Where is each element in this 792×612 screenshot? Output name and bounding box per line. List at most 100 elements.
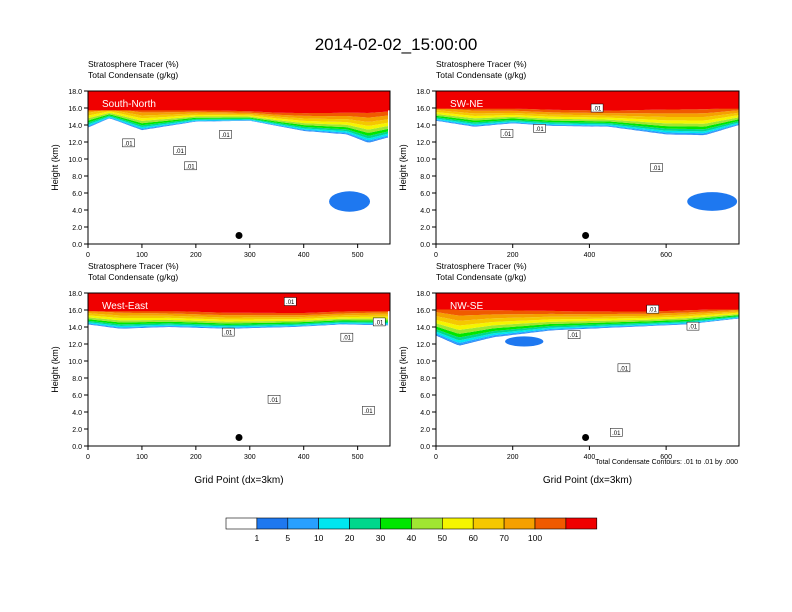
contour-label: .01 [270, 398, 279, 404]
stratosphere-column [292, 91, 296, 111]
stratosphere-column [336, 293, 340, 311]
stratosphere-column [632, 91, 636, 108]
tracer-field [88, 91, 390, 212]
stratosphere-column [484, 293, 488, 306]
stratosphere-column [272, 293, 276, 312]
stratosphere-column [92, 91, 96, 104]
stratosphere-column [264, 91, 268, 111]
field-band [436, 313, 739, 334]
stratosphere-column [720, 293, 724, 308]
x-tick-label: 200 [190, 454, 202, 461]
stratosphere-column [352, 293, 356, 310]
stratosphere-column [352, 91, 356, 110]
stratosphere-column [312, 91, 316, 111]
stratosphere-column [552, 91, 556, 108]
colorbar-label: 10 [314, 533, 324, 543]
field-band [88, 319, 388, 325]
x-tick-label: 600 [660, 454, 672, 461]
stratosphere-column [136, 91, 140, 106]
field-band [88, 102, 388, 114]
field-band [436, 309, 739, 321]
stratosphere-column [732, 91, 736, 106]
panel-3: Stratosphere Tracer (%)Total Condensate … [50, 261, 391, 486]
stratosphere-column [640, 293, 644, 310]
location-marker [582, 434, 590, 441]
stratosphere-column [736, 293, 739, 308]
stratosphere-column [228, 293, 232, 311]
contour-label: .01 [343, 336, 352, 342]
contour-label-box [617, 363, 631, 373]
stratosphere-column [276, 91, 280, 112]
colorbar-cell [441, 517, 474, 530]
stratosphere-column [224, 293, 228, 311]
contour-label: .01 [286, 300, 295, 306]
stratosphere-column [644, 91, 648, 107]
tracer-field [436, 91, 739, 211]
stratosphere-column [384, 293, 388, 309]
x-tick-label: 300 [244, 454, 256, 461]
field-band [436, 118, 739, 134]
stratosphere-column [640, 91, 644, 108]
stratosphere-column [144, 293, 148, 309]
stratosphere-column [604, 293, 608, 310]
stratosphere-column [724, 91, 728, 106]
stratosphere-column [348, 91, 352, 110]
field-band [436, 317, 739, 345]
stratosphere-column [472, 91, 476, 105]
contour-label-box [610, 428, 623, 437]
stratosphere-column [276, 293, 280, 312]
stratosphere-column [124, 91, 128, 106]
stratosphere-column [300, 293, 304, 312]
stratosphere-column [280, 293, 284, 312]
colorbar-cell [225, 517, 258, 530]
stratosphere-column [668, 91, 672, 106]
stratosphere-column [364, 91, 368, 109]
stratosphere-column [312, 293, 316, 312]
stratosphere-column [120, 293, 124, 308]
field-band [88, 323, 388, 329]
stratosphere-column [440, 91, 444, 104]
stratosphere-column [296, 91, 300, 111]
stratosphere-column [500, 293, 504, 307]
colorbar-label: 100 [528, 533, 542, 543]
x-tick-label: 200 [190, 252, 202, 259]
stratosphere-column [440, 293, 444, 304]
stratosphere-column [708, 293, 712, 308]
stratosphere-column [96, 91, 100, 104]
stratosphere-column [560, 293, 564, 309]
stratosphere-column [348, 293, 352, 310]
y-tick-label: 6.0 [420, 393, 430, 400]
stratosphere-column [472, 293, 476, 306]
stratosphere-column [588, 293, 592, 309]
colorbar-cell [472, 517, 505, 530]
stratosphere-column [336, 91, 340, 110]
stratosphere-column [376, 91, 380, 109]
x-tick-label: 500 [352, 454, 364, 461]
stratosphere-column [636, 91, 640, 108]
stratosphere-column [116, 91, 120, 105]
contour-label: .01 [124, 141, 133, 147]
stratosphere-column [736, 91, 739, 106]
colorbar-cell [380, 517, 412, 530]
stratosphere-column [152, 293, 156, 309]
stratosphere-column [592, 91, 596, 109]
stratosphere-column [676, 91, 680, 106]
stratosphere-column [144, 91, 148, 107]
stratosphere-column [636, 293, 640, 310]
panel-label-condensate: Total Condensate (g/kg) [88, 272, 178, 282]
stratosphere-column [648, 293, 652, 310]
panel-title: South-North [102, 99, 156, 110]
contour-label-box [340, 332, 354, 342]
stratosphere-column [492, 293, 496, 307]
stratosphere-column [544, 293, 548, 308]
stratosphere-column [660, 91, 664, 107]
stratosphere-column [580, 91, 584, 109]
stratosphere-column [520, 91, 524, 107]
stratosphere-column [148, 91, 152, 107]
y-tick-label: 2.0 [420, 427, 430, 434]
stratosphere-column [728, 91, 732, 106]
field-band [88, 305, 388, 314]
stratosphere-column [208, 91, 212, 109]
stratosphere-column [384, 91, 388, 108]
